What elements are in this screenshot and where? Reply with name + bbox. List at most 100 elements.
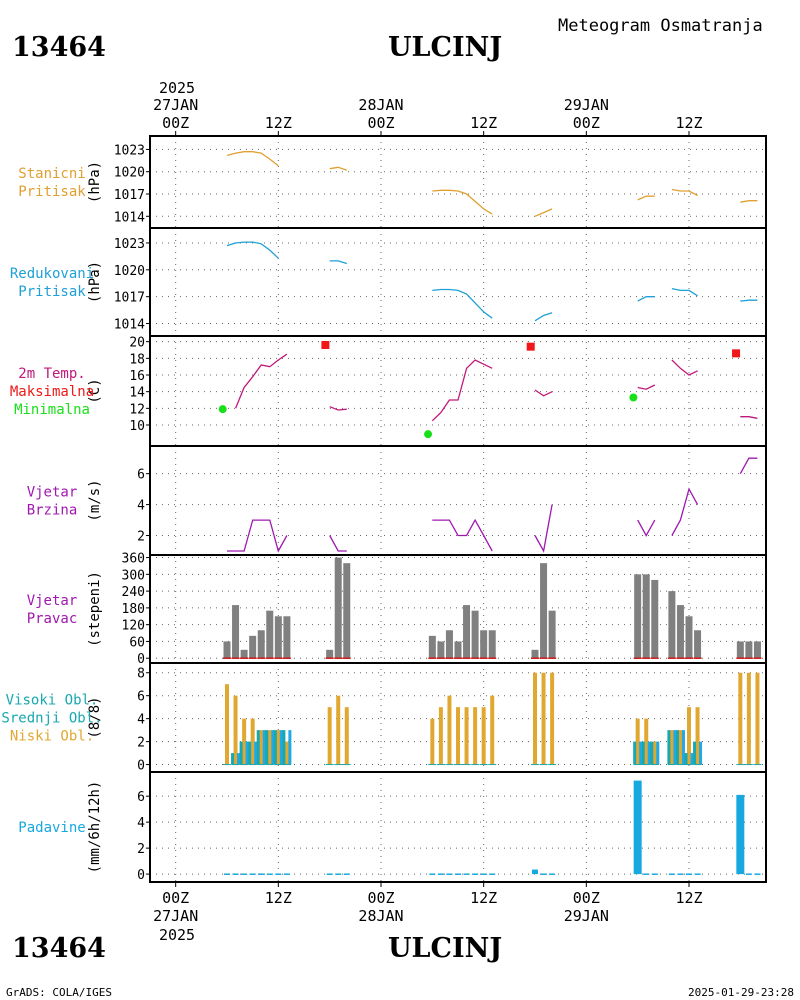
panel-label-line: Pritisak — [18, 284, 86, 300]
series-line-segment — [227, 519, 288, 553]
mid-cloud-bar — [245, 741, 249, 765]
mid-cloud-bar — [639, 741, 643, 765]
mid-cloud-bar — [237, 753, 241, 765]
series-line-segment — [637, 519, 656, 537]
panel-frame — [149, 771, 767, 883]
precipitation-bar — [455, 873, 461, 875]
series-line-segment — [432, 518, 493, 552]
top-time-label: 00Z — [367, 114, 394, 132]
precipitation-bar — [266, 873, 273, 875]
high-cloud-bar — [282, 730, 286, 765]
precipitation-bar — [283, 873, 290, 875]
series-line-segment — [329, 535, 347, 552]
series-line-segment — [431, 359, 493, 422]
precipitation-bar — [437, 873, 444, 875]
low-cloud-bar — [652, 741, 657, 765]
precipitation-bar — [668, 873, 675, 875]
wind-direction-bar — [326, 649, 334, 659]
station-name-top: ULCINJ — [388, 32, 502, 63]
low-cloud-bar — [541, 672, 546, 765]
wind-direction-bar — [343, 563, 351, 659]
series-line-segment — [637, 195, 655, 201]
wind-direction-bar — [274, 616, 282, 659]
precipitation-bar — [745, 873, 752, 875]
wind-direction-bar — [668, 591, 676, 659]
wind-direction-bar — [488, 630, 496, 659]
series-line-segment — [432, 189, 493, 215]
wind-direction-bar — [283, 616, 291, 659]
low-cloud-bar — [755, 672, 760, 765]
low-cloud-bar — [669, 730, 674, 765]
wind-direction-bar — [548, 610, 556, 659]
precipitation-bar — [429, 873, 436, 875]
top-date-label: 29JAN — [564, 96, 609, 114]
mid-cloud-bar — [262, 730, 266, 765]
series-line-segment — [534, 312, 553, 322]
bottom-date-label: 27JAN — [153, 907, 198, 925]
bottom-time-label: 12Z — [675, 889, 702, 907]
y-tick-label: 60 — [129, 635, 145, 650]
high-cloud-bar — [273, 730, 277, 765]
precipitation-bar — [446, 873, 453, 875]
mid-cloud-bar — [271, 730, 275, 765]
y-axis-label: (hPa) — [87, 261, 103, 303]
precipitation-bar — [677, 873, 684, 875]
low-cloud-bar — [533, 672, 537, 765]
y-tick-label: 4 — [137, 499, 145, 514]
high-cloud-bar — [684, 753, 688, 765]
y-tick-label: 360 — [122, 552, 145, 567]
high-cloud-bar — [667, 730, 671, 765]
panel-frame — [149, 227, 767, 337]
series-line-segment — [671, 188, 698, 197]
mid-cloud-bar — [656, 741, 660, 765]
bottom-time-label: 12Z — [265, 889, 292, 907]
y-tick-label: 1020 — [114, 166, 145, 181]
series-line-segment — [226, 151, 279, 167]
wind-direction-bar — [753, 641, 761, 659]
series-line-segment — [534, 504, 553, 553]
top-time-label: 12Z — [470, 114, 497, 132]
y-tick-label: 0 — [137, 652, 145, 667]
station-id-bottom: 13464 — [12, 933, 106, 964]
y-tick-label: 8 — [137, 667, 145, 682]
series-line-segment — [671, 487, 699, 536]
mid-cloud-bar — [699, 741, 703, 765]
y-tick-label: 14 — [129, 386, 145, 401]
low-cloud-bar — [250, 718, 255, 765]
wind-direction-bar — [471, 610, 479, 659]
y-tick-label: 2 — [137, 530, 145, 545]
y-tick-label: 0 — [137, 759, 145, 774]
y-axis-label: (m/s) — [87, 479, 103, 521]
panel-label-line: 2m Temp. — [18, 366, 85, 382]
series-line-segment — [234, 353, 288, 409]
wind-direction-bar — [480, 630, 488, 659]
bottom-time-label: 00Z — [573, 889, 600, 907]
top-time-label: 00Z — [573, 114, 600, 132]
low-cloud-bar — [233, 695, 238, 765]
high-cloud-bar — [239, 741, 243, 765]
wind-direction-bar — [463, 605, 471, 659]
y-tick-label: 4 — [137, 713, 145, 728]
precipitation-bar — [232, 873, 239, 875]
wind-direction-bar — [745, 641, 753, 659]
wind-direction-bar — [454, 641, 462, 659]
y-tick-label: 1014 — [114, 318, 145, 333]
high-cloud-bar — [248, 741, 252, 765]
series-line-segment — [739, 457, 758, 475]
y-tick-label: 16 — [129, 369, 145, 384]
panel-label-line: Srednji Obl. — [1, 711, 102, 727]
low-cloud-bar — [687, 707, 691, 765]
y-axis-label: (stepeni) — [87, 571, 103, 647]
y-axis-label: (hPa) — [87, 161, 103, 203]
high-cloud-bar — [256, 730, 260, 765]
wind-direction-bar — [445, 630, 453, 659]
y-tick-label: 6 — [137, 790, 145, 805]
y-tick-label: 2 — [137, 842, 145, 857]
mid-cloud-bar — [647, 741, 651, 765]
precipitation-bar — [540, 873, 547, 875]
bottom-date-label: 29JAN — [564, 907, 609, 925]
y-tick-label: 1023 — [114, 237, 145, 252]
low-cloud-bar — [438, 707, 443, 765]
